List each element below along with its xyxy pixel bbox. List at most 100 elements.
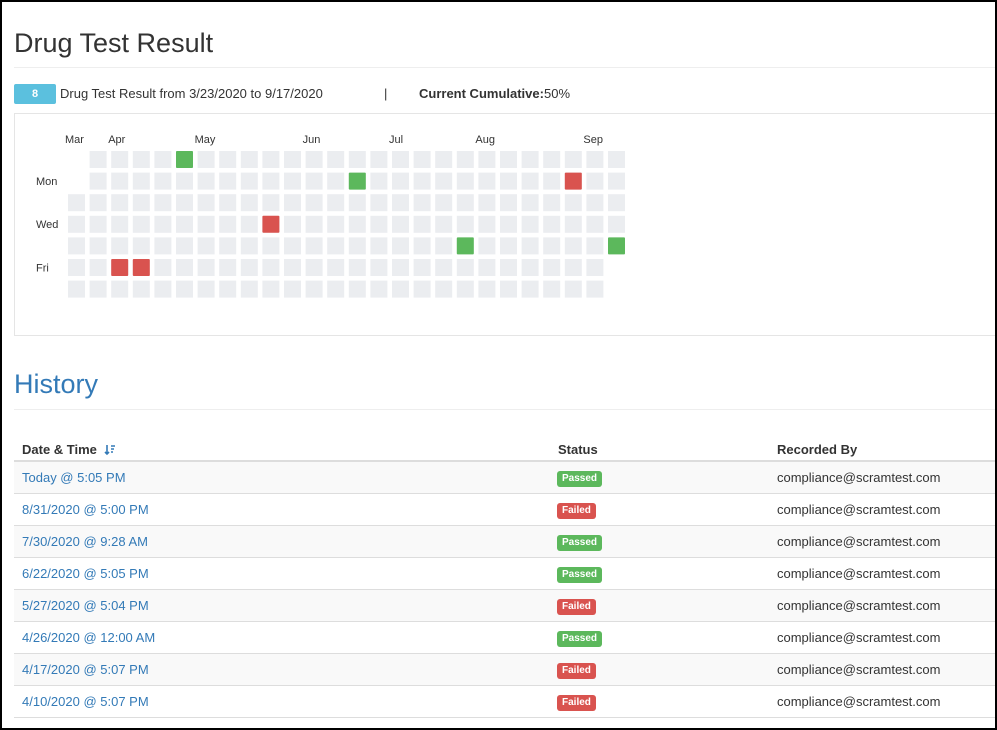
calendar-cell <box>456 151 474 168</box>
date-link[interactable]: 4/17/2020 @ 5:07 PM <box>22 662 149 677</box>
calendar-cell <box>111 215 129 233</box>
sort-icon[interactable] <box>103 444 116 456</box>
calendar-panel: Mar Apr May Jun Jul Aug Sep Mon Wed Fri <box>14 113 995 336</box>
date-link[interactable]: 5/27/2020 @ 5:04 PM <box>22 598 149 613</box>
month-label: Mar <box>65 134 84 146</box>
calendar-cell <box>478 172 496 190</box>
count-badge: 8 <box>14 84 56 104</box>
calendar-cell <box>348 237 366 255</box>
calendar-cell <box>197 172 215 190</box>
date-link[interactable]: Today @ 5:05 PM <box>22 470 126 485</box>
calendar-cell <box>392 194 409 212</box>
history-row: 4/17/2020 @ 5:07 PM Failed compliance@scra… <box>14 654 995 686</box>
status-badge: Failed <box>557 599 596 615</box>
column-header-text: Date & Time <box>22 442 97 457</box>
calendar-cell-marked <box>608 237 625 255</box>
calendar-cell <box>500 259 517 276</box>
calendar-cell <box>219 237 237 255</box>
calendar-cell-marked <box>348 172 366 190</box>
column-header[interactable]: Date & Time <box>22 442 116 457</box>
calendar-cell <box>89 194 107 212</box>
calendar-cell <box>435 151 453 168</box>
calendar-cell <box>68 237 85 255</box>
calendar-cell <box>543 215 561 233</box>
calendar-cell <box>154 172 172 190</box>
calendar-cell <box>240 151 258 168</box>
calendar-cell <box>89 151 107 168</box>
date-link[interactable]: 4/26/2020 @ 12:00 AM <box>22 630 156 645</box>
calendar-cell <box>413 280 431 298</box>
calendar-cell <box>564 259 582 276</box>
calendar-cell <box>435 280 453 298</box>
calendar-cell <box>284 237 301 255</box>
calendar-cell <box>413 215 431 233</box>
calendar-cell <box>68 194 85 212</box>
calendar-cell <box>327 215 345 233</box>
calendar-cell <box>608 215 625 233</box>
column-header: Recorded By <box>777 442 858 457</box>
calendar-cell <box>327 237 345 255</box>
calendar-cell <box>586 215 604 233</box>
calendar-cell <box>176 259 193 276</box>
month-label: Sep <box>583 134 603 146</box>
separator: | <box>384 86 388 101</box>
calendar-cell-marked <box>456 237 474 255</box>
calendar-cell-marked <box>132 259 150 276</box>
calendar-cell <box>89 259 107 276</box>
calendar-cell <box>564 151 582 168</box>
date-link[interactable]: 4/10/2020 @ 5:07 PM <box>22 694 149 709</box>
calendar-cell <box>89 172 107 190</box>
calendar-cell <box>154 151 172 168</box>
history-title: History <box>14 369 99 399</box>
calendar-cell <box>543 280 561 298</box>
calendar-cell <box>240 237 258 255</box>
calendar-cell <box>500 194 517 212</box>
calendar-cell <box>305 259 323 276</box>
date-range: Drug Test Result from 3/23/2020 to 9/17/… <box>60 86 323 101</box>
calendar-cell <box>284 194 301 212</box>
date-link[interactable]: 8/31/2020 @ 5:00 PM <box>22 502 149 517</box>
calendar-cell <box>456 259 474 276</box>
calendar-cell <box>219 172 237 190</box>
status-badge: Failed <box>557 503 596 519</box>
calendar-cell-marked <box>564 172 582 190</box>
calendar-cell <box>413 194 431 212</box>
calendar-cell <box>327 151 345 168</box>
page-title: Drug Test Result <box>14 28 214 58</box>
calendar-cell <box>521 237 539 255</box>
calendar-cell <box>586 172 604 190</box>
date-link[interactable]: 7/30/2020 @ 9:28 AM <box>22 534 148 549</box>
status-badge: Passed <box>557 535 603 551</box>
calendar-cell <box>521 172 539 190</box>
calendar-cell <box>370 194 388 212</box>
calendar-cell <box>478 259 496 276</box>
calendar-cell <box>89 237 107 255</box>
recorded-by: compliance@scramtest.com <box>777 662 941 677</box>
calendar-cell <box>370 151 388 168</box>
calendar-cell <box>564 194 582 212</box>
calendar-cell <box>305 215 323 233</box>
month-label: Aug <box>475 134 495 146</box>
calendar-cell <box>111 151 129 168</box>
calendar-cell <box>500 151 517 168</box>
calendar-cell <box>478 237 496 255</box>
calendar-cell <box>435 194 453 212</box>
calendar-cell <box>500 172 517 190</box>
calendar-cell <box>176 215 193 233</box>
history-row: Today @ 5:05 PM Passed compliance@scramtes… <box>14 462 995 494</box>
calendar-cell <box>392 215 409 233</box>
status-badge: Passed <box>557 471 603 487</box>
month-label: Jul <box>389 134 403 146</box>
calendar-cell <box>456 215 474 233</box>
calendar-cell <box>435 215 453 233</box>
calendar-cell <box>500 237 517 255</box>
calendar-cell <box>392 280 409 298</box>
calendar-cell <box>197 215 215 233</box>
calendar-cell <box>132 237 150 255</box>
date-link[interactable]: 6/22/2020 @ 5:05 PM <box>22 566 149 581</box>
calendar-cell <box>413 237 431 255</box>
calendar-cell <box>111 172 129 190</box>
calendar-cell <box>478 151 496 168</box>
calendar-cell <box>521 151 539 168</box>
calendar-cell <box>327 259 345 276</box>
